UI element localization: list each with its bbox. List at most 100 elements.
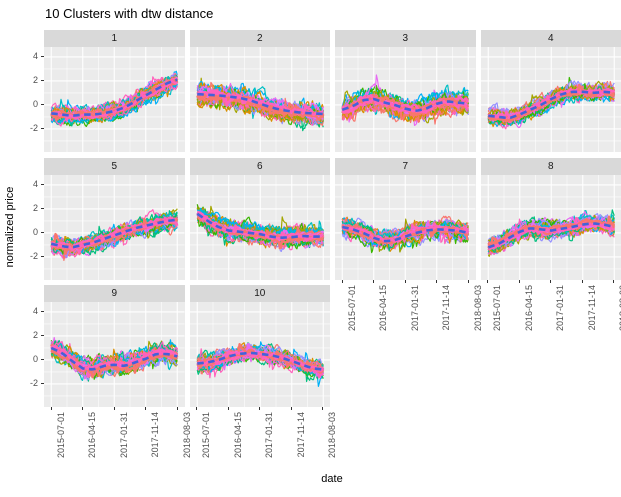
facet-panel-10 <box>189 302 330 407</box>
x-tick-mark <box>613 279 615 283</box>
y-tick-label: -2 <box>29 378 38 389</box>
y-tick-mark <box>41 56 44 58</box>
facet-plot-5 <box>44 174 185 280</box>
x-tick-label: 2016-04-15 <box>523 284 534 331</box>
x-tick-mark <box>436 279 438 283</box>
facet-panel-9 <box>44 302 185 407</box>
y-tick-mark <box>41 255 44 257</box>
x-tick-mark <box>373 279 375 283</box>
x-tick-label: 2017-11-14 <box>441 284 452 330</box>
facet-plot-4 <box>480 47 621 152</box>
x-tick-mark <box>518 279 520 283</box>
x-tick-mark <box>259 407 261 410</box>
x-tick-mark <box>50 407 52 410</box>
x-tick-mark <box>196 407 198 410</box>
facet-strip-label: 10 <box>254 288 266 299</box>
x-tick-mark <box>467 279 469 283</box>
x-tick-mark <box>82 407 84 410</box>
y-tick-label: -2 <box>29 250 38 261</box>
x-tick-label: 2015-07-01 <box>55 412 66 459</box>
facet-strip-6: 6 <box>189 157 330 175</box>
facet-strip-label: 8 <box>547 160 554 172</box>
facet-panel-2 <box>189 47 330 152</box>
facet-plot-3 <box>335 47 476 152</box>
x-tick-label: 2017-11-14 <box>150 412 161 458</box>
facet-strip-9: 9 <box>44 285 185 302</box>
facet-strip-1: 1 <box>44 30 185 47</box>
facet-strip-label: 9 <box>111 288 118 299</box>
y-tick-mark <box>41 80 44 82</box>
y-tick-mark <box>41 335 44 337</box>
x-tick-mark <box>550 279 552 283</box>
x-tick-label: 2016-04-15 <box>232 412 243 459</box>
facet-strip-4: 4 <box>480 30 621 47</box>
facet-plot-7 <box>335 174 476 280</box>
x-tick-label: 2017-01-31 <box>409 284 420 331</box>
facet-panel-5 <box>44 174 185 280</box>
facet-strip-label: 5 <box>111 160 118 172</box>
y-tick-label: 2 <box>32 202 38 213</box>
facet-panel-4 <box>480 47 621 152</box>
facet-panel-7 <box>335 174 476 280</box>
x-tick-label: 2017-01-31 <box>264 412 275 459</box>
x-tick-mark <box>487 279 489 283</box>
x-tick-label: 2017-11-14 <box>295 412 306 458</box>
x-tick-label: 2018-08-03 <box>181 412 192 459</box>
facet-strip-label: 4 <box>547 33 554 44</box>
x-tick-mark <box>581 279 583 283</box>
y-tick-label: 4 <box>32 178 38 189</box>
x-tick-mark <box>341 279 343 283</box>
x-axis-label: date <box>321 473 343 485</box>
y-tick-label: 2 <box>32 75 38 86</box>
y-tick-mark <box>41 383 44 385</box>
x-tick-label: 2016-04-15 <box>87 412 98 459</box>
y-tick-mark <box>41 207 44 209</box>
facet-panel-6 <box>189 174 330 280</box>
y-tick-mark <box>41 311 44 313</box>
facet-strip-7: 7 <box>335 157 476 175</box>
facet-panel-1 <box>44 47 185 152</box>
x-tick-label: 2015-07-01 <box>492 284 503 331</box>
facet-plot-6 <box>189 174 330 280</box>
facet-plot-2 <box>189 47 330 152</box>
x-tick-mark <box>227 407 229 410</box>
x-tick-label: 2017-01-31 <box>555 284 566 331</box>
facet-panel-3 <box>335 47 476 152</box>
y-tick-label: 4 <box>32 306 38 317</box>
facet-panel-8 <box>480 174 621 280</box>
x-tick-mark <box>176 407 178 410</box>
x-tick-mark <box>322 407 324 410</box>
y-tick-label: 0 <box>32 354 38 365</box>
x-tick-mark <box>113 407 115 410</box>
x-tick-label: 2015-07-01 <box>201 412 212 459</box>
x-tick-mark <box>290 407 292 410</box>
facet-strip-10: 10 <box>189 285 330 302</box>
facet-strip-5: 5 <box>44 157 185 175</box>
y-tick-mark <box>41 128 44 130</box>
y-tick-mark <box>41 359 44 361</box>
x-tick-label: 2018-08-03 <box>472 284 483 331</box>
facet-plot-10 <box>189 302 330 407</box>
y-tick-label: 0 <box>32 99 38 110</box>
x-tick-label: 2017-11-14 <box>586 284 597 330</box>
x-tick-mark <box>145 407 147 410</box>
facet-plot-9 <box>44 302 185 407</box>
facet-strip-label: 1 <box>111 33 118 44</box>
y-tick-label: -2 <box>29 123 38 134</box>
y-tick-mark <box>41 231 44 233</box>
facet-strip-label: 2 <box>256 33 263 44</box>
facet-plot-8 <box>480 174 621 280</box>
y-tick-label: 0 <box>32 226 38 237</box>
facet-strip-8: 8 <box>480 157 621 175</box>
y-tick-label: 2 <box>32 330 38 341</box>
facet-plot-1 <box>44 47 185 152</box>
x-tick-label: 2017-01-31 <box>118 412 129 459</box>
y-tick-label: 4 <box>32 51 38 62</box>
facet-strip-2: 2 <box>189 30 330 47</box>
facet-strip-label: 3 <box>402 33 409 44</box>
y-tick-mark <box>41 183 44 185</box>
facet-strip-label: 6 <box>256 160 263 172</box>
x-tick-label: 2015-07-01 <box>346 284 357 331</box>
x-tick-label: 2018-08-03 <box>327 412 338 459</box>
